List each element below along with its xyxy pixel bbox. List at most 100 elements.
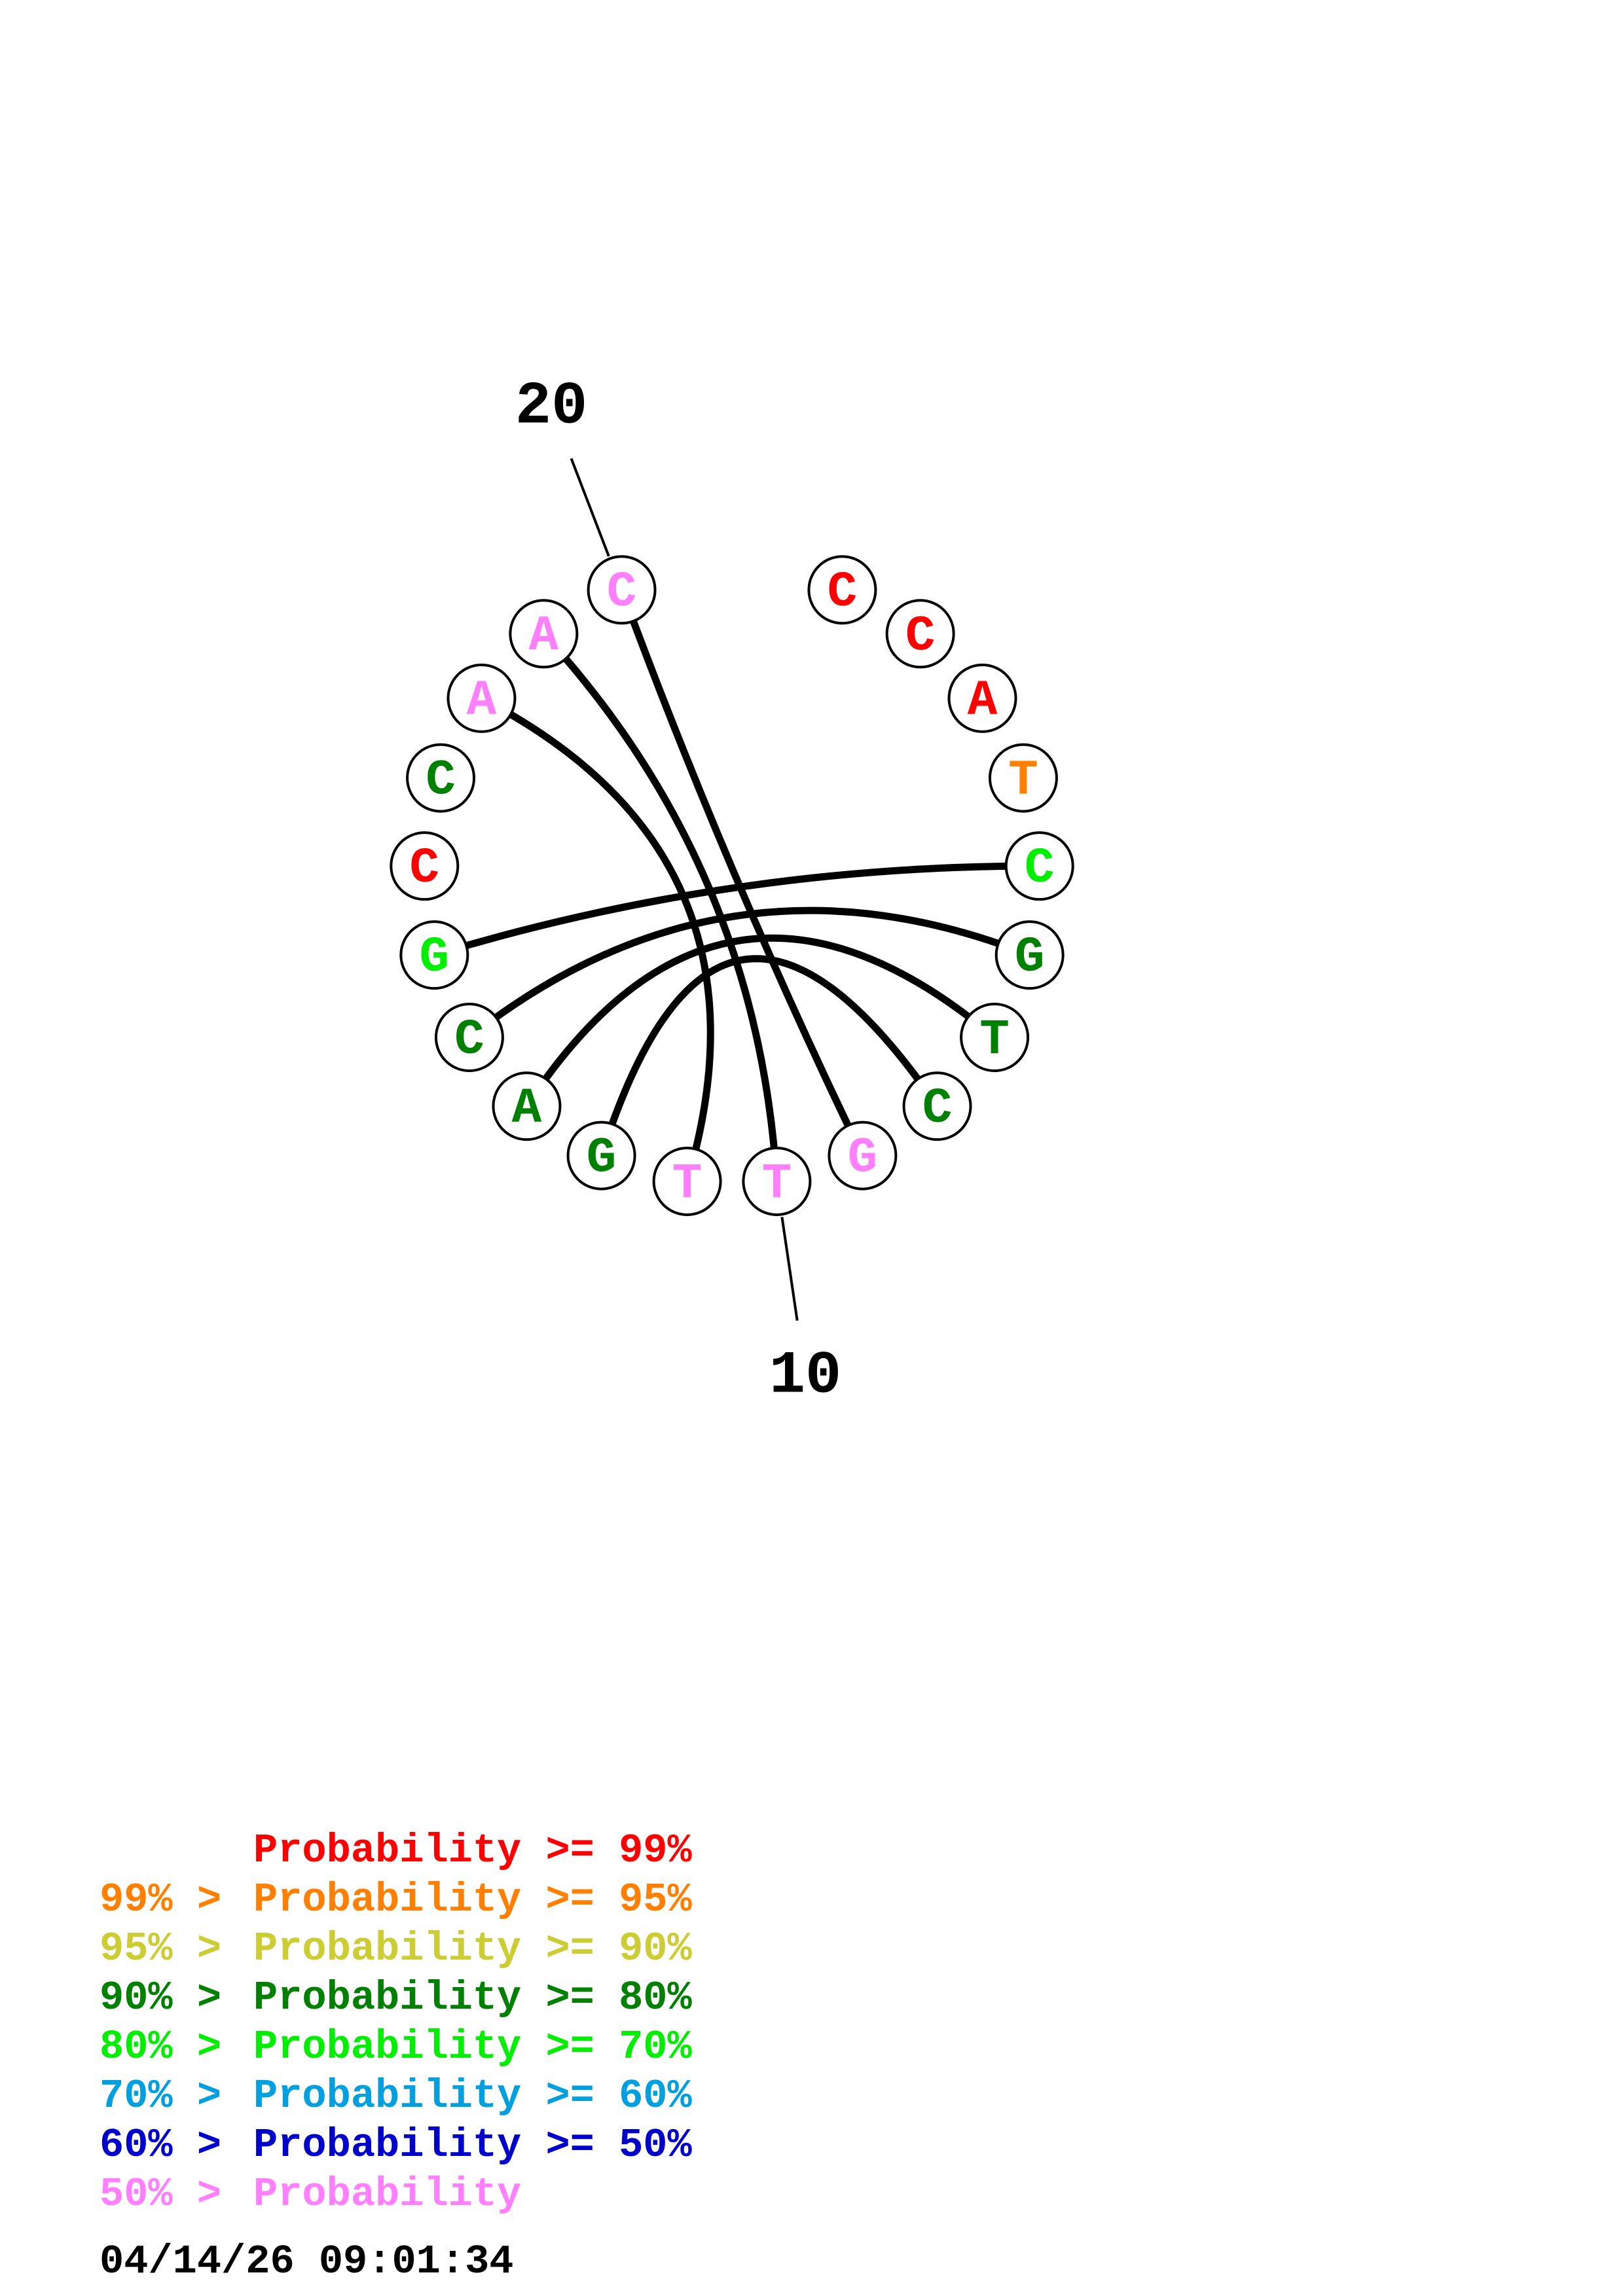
- base-circle: [988, 743, 1058, 813]
- base-letter: C: [1025, 840, 1055, 897]
- base-circle: [399, 920, 469, 990]
- legend-row: 60% > Probability >= 50%: [100, 2121, 692, 2170]
- legend-row: Probability >= 99%: [100, 1826, 692, 1875]
- base-letter: T: [762, 1156, 792, 1212]
- base-letter: T: [1008, 753, 1038, 809]
- legend-label: Probability: [253, 2171, 522, 2217]
- legend-label: Probability >= 60%: [253, 2073, 692, 2119]
- probability-legend: Probability >= 99% 99% > Probability >= 95…: [100, 1826, 692, 2219]
- base-circle: [406, 743, 476, 813]
- base-letter: A: [512, 1081, 542, 1137]
- timestamp: 04/14/26 09:01:34: [100, 2238, 514, 2285]
- base-letter: T: [979, 1012, 1010, 1068]
- base-pair-arc: [430, 862, 1044, 959]
- legend-row: 50% > Probability: [100, 2170, 692, 2219]
- index-label: 10: [769, 1341, 841, 1410]
- legend-range: 50% >: [100, 2171, 222, 2217]
- base-circle: [434, 1003, 504, 1073]
- base-node: C: [390, 831, 460, 901]
- base-letter: G: [848, 1130, 878, 1187]
- base-node: T: [652, 1146, 722, 1216]
- base-letter: C: [454, 1012, 484, 1068]
- base-letter: G: [1015, 929, 1045, 986]
- base-node: A: [492, 1071, 562, 1141]
- legend-range: 70% >: [100, 2073, 222, 2119]
- base-node: T: [988, 743, 1058, 813]
- base-node: A: [947, 663, 1017, 733]
- base-letter: C: [409, 840, 439, 897]
- legend-row: 80% > Probability >= 70%: [100, 2022, 692, 2072]
- index-tick-line: [780, 1217, 799, 1321]
- base-circle: [960, 1003, 1030, 1073]
- base-letter: A: [529, 608, 559, 664]
- base-node: C: [902, 1071, 972, 1141]
- legend-label: Probability >= 70%: [253, 2024, 692, 2070]
- base-node: G: [399, 920, 469, 990]
- base-letter: A: [467, 673, 497, 729]
- base-node: C: [885, 599, 955, 669]
- base-letter: C: [607, 564, 637, 620]
- legend-range: 90% >: [100, 1975, 222, 2021]
- legend-row: 90% > Probability >= 80%: [100, 1973, 692, 2022]
- base-letter: C: [905, 608, 936, 664]
- index-label: 20: [515, 372, 587, 441]
- base-pair-arc: [598, 955, 941, 1160]
- index-tick-line: [570, 457, 610, 557]
- base-circle: [994, 920, 1065, 990]
- legend-range: 99% >: [100, 1876, 222, 1923]
- legend-label: Probability >= 50%: [253, 2122, 692, 2168]
- legend-row: 70% > Probability >= 60%: [100, 2072, 692, 2121]
- base-circle: [1004, 831, 1074, 901]
- base-letter: G: [587, 1130, 617, 1187]
- base-circle: [902, 1071, 972, 1141]
- base-circle: [587, 555, 657, 625]
- base-node: C: [587, 555, 657, 625]
- base-node: T: [960, 1003, 1030, 1073]
- base-circle: [947, 663, 1017, 733]
- base-circle: [447, 663, 517, 733]
- base-circle: [566, 1121, 636, 1191]
- base-circle: [509, 599, 579, 669]
- base-circle: [885, 599, 955, 669]
- base-pair-arc: [465, 906, 1034, 1041]
- base-node: G: [994, 920, 1065, 990]
- legend-row: 95% > Probability >= 90%: [100, 1924, 692, 1973]
- legend-label: Probability >= 99%: [253, 1827, 692, 1874]
- base-letter: T: [672, 1156, 702, 1212]
- base-node: G: [566, 1121, 636, 1191]
- base-letter: C: [828, 564, 858, 620]
- base-letter: C: [922, 1081, 953, 1137]
- base-letter: A: [968, 673, 998, 729]
- base-pair-arc: [618, 586, 866, 1160]
- base-node: C: [434, 1003, 504, 1073]
- base-node: A: [447, 663, 517, 733]
- legend-row: 99% > Probability >= 95%: [100, 1875, 692, 1924]
- base-circle: [807, 555, 877, 625]
- base-pair-arcs: [430, 586, 1044, 1185]
- legend-label: Probability >= 95%: [253, 1876, 692, 1923]
- base-node: C: [406, 743, 476, 813]
- base-circle: [492, 1071, 562, 1141]
- base-letter: G: [420, 929, 450, 986]
- base-node: G: [828, 1121, 898, 1191]
- base-pair-arc: [539, 630, 780, 1185]
- base-circle: [742, 1146, 812, 1216]
- legend-range: 80% >: [100, 2024, 222, 2070]
- base-pair-arc: [522, 934, 998, 1110]
- legend-label: Probability >= 90%: [253, 1926, 692, 1972]
- base-letter: C: [426, 753, 456, 809]
- legend-label: Probability >= 80%: [253, 1975, 692, 2021]
- base-circle: [652, 1146, 722, 1216]
- legend-range: 60% >: [100, 2122, 222, 2168]
- base-circle: [828, 1121, 898, 1191]
- legend-range: 95% >: [100, 1926, 222, 1972]
- base-node: T: [742, 1146, 812, 1216]
- base-node: C: [1004, 831, 1074, 901]
- base-pair-arc: [477, 694, 714, 1185]
- base-node: C: [807, 555, 877, 625]
- base-node: A: [509, 599, 579, 669]
- base-circle: [390, 831, 460, 901]
